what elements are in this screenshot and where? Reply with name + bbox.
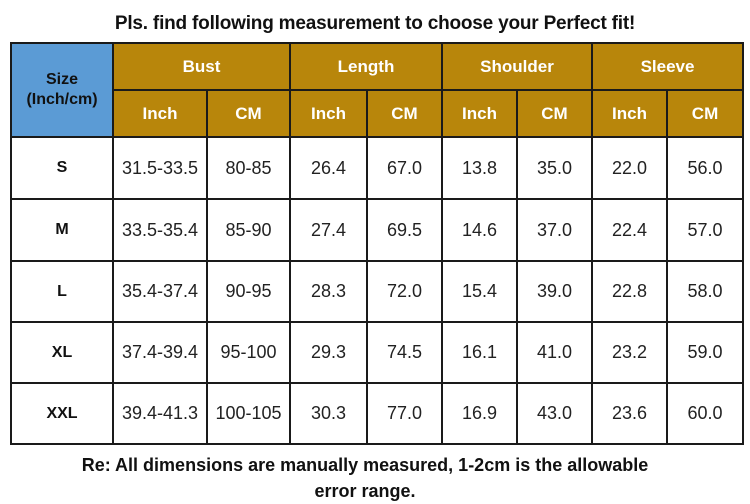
table-row: XXL 39.4-41.3 100-105 30.3 77.0 16.9 43.… xyxy=(10,382,745,445)
bust-inch-cell: 33.5-35.4 xyxy=(112,198,208,262)
table-row: XL 37.4-39.4 95-100 29.3 74.5 16.1 41.0 … xyxy=(10,321,745,384)
length-cm-cell: 72.0 xyxy=(366,260,443,323)
sleeve-inch-cell: 23.6 xyxy=(591,382,669,445)
shoulder-cm-cell: 39.0 xyxy=(515,260,594,323)
unit-header-cm: CM xyxy=(515,89,594,138)
sleeve-inch-cell: 22.4 xyxy=(591,198,669,262)
unit-header-cm: CM xyxy=(366,89,443,138)
sleeve-cm-cell: 58.0 xyxy=(666,260,745,323)
sleeve-cm-cell: 59.0 xyxy=(666,321,745,384)
group-header-bust: Bust xyxy=(112,42,291,91)
bust-cm-cell: 85-90 xyxy=(206,198,291,262)
length-cm-cell: 77.0 xyxy=(366,382,443,445)
sleeve-cm-cell: 57.0 xyxy=(666,198,745,262)
unit-header-inch: Inch xyxy=(112,89,208,138)
group-header-sleeve: Sleeve xyxy=(591,42,745,91)
group-header-shoulder: Shoulder xyxy=(440,42,594,91)
bust-cm-cell: 90-95 xyxy=(206,260,291,323)
shoulder-inch-cell: 15.4 xyxy=(441,260,518,323)
shoulder-cm-cell: 41.0 xyxy=(515,321,594,384)
length-inch-cell: 29.3 xyxy=(289,321,368,384)
unit-header-inch: Inch xyxy=(591,89,669,138)
table-row: L 35.4-37.4 90-95 28.3 72.0 15.4 39.0 22… xyxy=(10,260,745,323)
bust-cm-cell: 95-100 xyxy=(206,321,291,384)
shoulder-cm-cell: 37.0 xyxy=(515,198,594,262)
bust-cm-cell: 100-105 xyxy=(206,382,291,445)
length-cm-cell: 67.0 xyxy=(366,136,443,200)
sleeve-inch-cell: 22.0 xyxy=(591,136,669,200)
shoulder-inch-cell: 14.6 xyxy=(441,198,518,262)
table-row: S 31.5-33.5 80-85 26.4 67.0 13.8 35.0 22… xyxy=(10,136,745,200)
shoulder-inch-cell: 13.8 xyxy=(441,136,518,200)
length-inch-cell: 27.4 xyxy=(289,198,368,262)
group-header-length: Length xyxy=(289,42,443,91)
bust-inch-cell: 35.4-37.4 xyxy=(112,260,208,323)
bust-inch-cell: 37.4-39.4 xyxy=(112,321,208,384)
length-inch-cell: 28.3 xyxy=(289,260,368,323)
unit-header-row: Inch CM Inch CM Inch CM Inch CM xyxy=(11,89,745,138)
length-inch-cell: 30.3 xyxy=(289,382,368,445)
unit-header-cm: CM xyxy=(666,89,745,138)
sleeve-inch-cell: 23.2 xyxy=(591,321,669,384)
shoulder-inch-cell: 16.9 xyxy=(441,382,518,445)
size-label: M xyxy=(10,198,114,262)
shoulder-cm-cell: 35.0 xyxy=(515,136,594,200)
sleeve-cm-cell: 60.0 xyxy=(666,382,745,445)
size-label: L xyxy=(10,260,114,323)
length-cm-cell: 74.5 xyxy=(366,321,443,384)
length-cm-cell: 69.5 xyxy=(366,198,443,262)
bust-cm-cell: 80-85 xyxy=(206,136,291,200)
table-row: M 33.5-35.4 85-90 27.4 69.5 14.6 37.0 22… xyxy=(10,198,745,262)
size-label: XXL xyxy=(10,382,114,445)
size-label: XL xyxy=(10,321,114,384)
group-header-row: Size (Inch/cm) Bust Length Shoulder Slee… xyxy=(10,42,745,138)
length-inch-cell: 26.4 xyxy=(289,136,368,200)
size-column-header: Size (Inch/cm) xyxy=(10,42,114,138)
size-chart-table: Size (Inch/cm) Bust Length Shoulder Slee… xyxy=(10,42,745,445)
unit-header-inch: Inch xyxy=(441,89,518,138)
unit-header-inch: Inch xyxy=(289,89,368,138)
size-label: S xyxy=(10,136,114,200)
unit-header-cm: CM xyxy=(206,89,291,138)
sleeve-cm-cell: 56.0 xyxy=(666,136,745,200)
sleeve-inch-cell: 22.8 xyxy=(591,260,669,323)
bust-inch-cell: 31.5-33.5 xyxy=(112,136,208,200)
page-title: Pls. find following measurement to choos… xyxy=(114,13,636,34)
bust-inch-cell: 39.4-41.3 xyxy=(112,382,208,445)
shoulder-cm-cell: 43.0 xyxy=(515,382,594,445)
measurement-note: Re: All dimensions are manually measured… xyxy=(81,455,649,501)
shoulder-inch-cell: 16.1 xyxy=(441,321,518,384)
